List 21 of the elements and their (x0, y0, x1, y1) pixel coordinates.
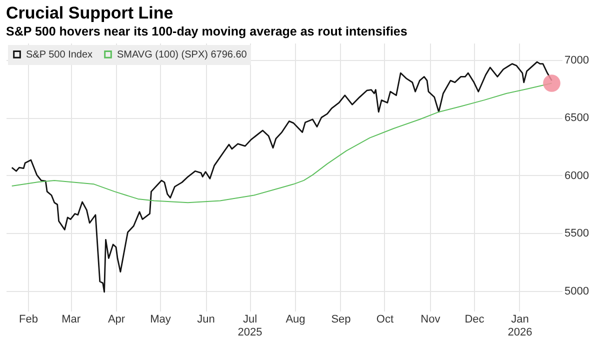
x-tick-label: Jul 2025 (238, 314, 262, 338)
x-tick-label: May (150, 314, 172, 326)
x-tick-label: Dec (464, 314, 485, 326)
y-tick-label: 5500 (564, 228, 589, 240)
x-tick-label: Aug (286, 314, 306, 326)
legend-label: S&P 500 Index (26, 49, 93, 60)
legend-label: SMAVG (100) (SPX) 6796.60 (117, 49, 248, 60)
x-tick-label: Jan 2026 (508, 314, 532, 338)
x-tick-label: Jun (197, 314, 215, 326)
chart-title: Crucial Support Line (6, 4, 174, 22)
x-tick-label: Nov (420, 314, 441, 326)
y-tick-label: 5000 (564, 285, 589, 298)
chart-subtitle: S&P 500 hovers near its 100-day moving average as rout intensifies (6, 24, 408, 38)
x-tick-label: Oct (376, 314, 394, 326)
x-tick-label: Mar (62, 314, 81, 326)
y-tick-label: 6000 (564, 170, 589, 182)
x-tick-label: Apr (108, 314, 126, 326)
x-tick-label: Feb (19, 314, 38, 326)
x-tick-label: Sep (331, 314, 351, 326)
y-tick-label: 6500 (564, 112, 589, 124)
y-tick-label: 7000 (564, 54, 589, 66)
